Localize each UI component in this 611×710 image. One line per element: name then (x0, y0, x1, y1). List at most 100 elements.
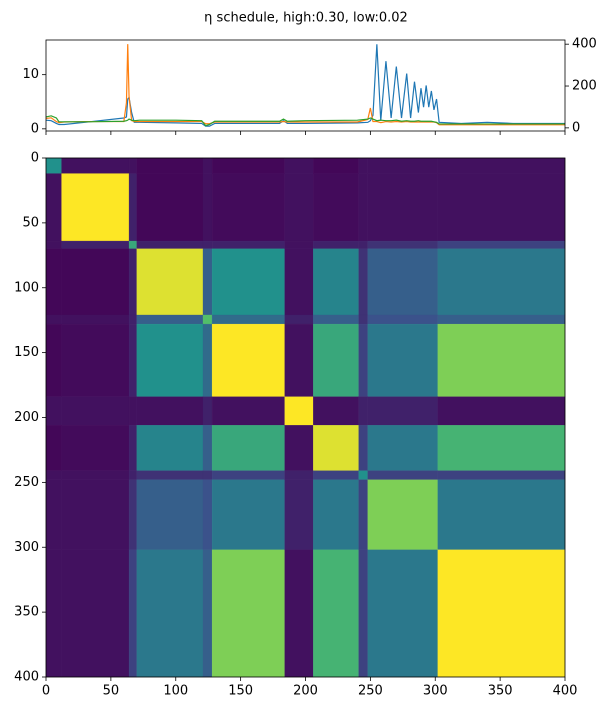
heatmap-cell (284, 470, 314, 480)
heatmap-cell (128, 323, 137, 397)
heatmap-cell (202, 549, 213, 678)
heatmap-cell (136, 425, 204, 471)
heatmap-cell (358, 323, 368, 397)
heatmap-cell (437, 240, 566, 249)
line-series (45, 115, 565, 127)
heatmap-cell (211, 248, 285, 316)
heatmap-cell (358, 396, 368, 426)
heatmap-cell (358, 157, 368, 174)
heatmap-cell (367, 314, 438, 325)
heatmap-cell (313, 479, 359, 550)
heatmap-cell (367, 549, 438, 678)
y-tick-label: 350 (14, 605, 39, 620)
heatmap-cell (211, 314, 285, 325)
heatmap-cell (61, 314, 130, 325)
heatmap-cell (202, 240, 213, 249)
heatmap-cell (437, 157, 566, 174)
heatmap-cell (211, 173, 285, 242)
heatmap-cell (367, 470, 438, 480)
heatmap-cell (202, 396, 213, 426)
heatmap-cell (284, 323, 314, 397)
heatmap-cell (358, 173, 368, 242)
heatmap-cell (358, 425, 368, 471)
heatmap-cell (61, 173, 130, 242)
heatmap-cell (128, 479, 137, 550)
heatmap-cell (284, 549, 314, 678)
heatmap-cell (211, 479, 285, 550)
y-tick-label: 300 (14, 540, 39, 555)
x-tick-label: 150 (228, 684, 253, 699)
heatmap-cell (437, 396, 566, 426)
heatmap-cell (128, 425, 137, 471)
heatmap-cell (437, 470, 566, 480)
y-tick-label: 400 (14, 670, 39, 685)
heatmap-cell (45, 396, 62, 426)
heatmap-cell (128, 248, 137, 316)
heatmap-cell (61, 470, 130, 480)
heatmap-cell (437, 479, 566, 550)
heatmap-cell (211, 157, 285, 174)
heatmap-cell (128, 396, 137, 426)
heatmap-cell (211, 549, 285, 678)
heatmap-cell (313, 549, 359, 678)
heatmap-cell (284, 425, 314, 471)
chart-title: η schedule, high:0.30, low:0.02 (204, 11, 408, 26)
x-tick-label: 250 (358, 684, 383, 699)
heatmap-cell (358, 240, 368, 249)
heatmap-cell (358, 470, 368, 480)
heatmap-cell (45, 173, 62, 242)
heatmap-cell (313, 425, 359, 471)
x-tick-label: 200 (293, 684, 318, 699)
heatmap-cell (202, 323, 213, 397)
heatmap-cell (358, 314, 368, 325)
heatmap-cell (284, 314, 314, 325)
heatmap-cell (45, 240, 62, 249)
heatmap-cell (313, 314, 359, 325)
heatmap-cell (202, 470, 213, 480)
heatmap-cell (128, 549, 137, 678)
heatmap-cell (128, 470, 137, 480)
heatmap-cell (61, 425, 130, 471)
heatmap-cell (45, 470, 62, 480)
y-tick-label: 0 (31, 151, 39, 166)
x-tick-label: 0 (42, 684, 50, 699)
line-series (45, 44, 565, 126)
heatmap-cell (61, 240, 130, 249)
heatmap-cell (136, 470, 204, 480)
heatmap-cell (136, 157, 204, 174)
heatmap-cell (211, 470, 285, 480)
heatmap-cell (211, 425, 285, 471)
heatmap-cell (313, 157, 359, 174)
heatmap-cell (202, 157, 213, 174)
heatmap-cell (136, 549, 204, 678)
heatmap-cell (136, 240, 204, 249)
y-tick-label: 150 (14, 345, 39, 360)
heatmap-cell (136, 396, 204, 426)
x-tick-label: 100 (163, 684, 188, 699)
y-tick-label: 250 (14, 475, 39, 490)
heatmap-cell (61, 549, 130, 678)
heatmap-cell (45, 157, 62, 174)
heatmap-cell (128, 157, 137, 174)
heatmap-cell (128, 240, 137, 249)
heatmap-cell (211, 240, 285, 249)
heatmap-cell (45, 479, 62, 550)
heatmap-cell (128, 173, 137, 242)
heatmap-cell (202, 314, 213, 325)
heatmap-cell (211, 396, 285, 426)
axes-frame (45, 39, 566, 132)
heatmap-cell (437, 314, 566, 325)
heatmap-cell (61, 323, 130, 397)
heatmap-cell (437, 248, 566, 316)
heatmap-cell (45, 549, 62, 678)
heatmap-cell (313, 323, 359, 397)
heatmap-cell (437, 323, 566, 397)
heatmap-cell (136, 248, 204, 316)
heatmap-cell (367, 157, 438, 174)
heatmap-cell (45, 314, 62, 325)
heatmap-cell (313, 396, 359, 426)
y-tick-label: 200 (14, 410, 39, 425)
y2-tick-label: 400 (572, 37, 597, 52)
